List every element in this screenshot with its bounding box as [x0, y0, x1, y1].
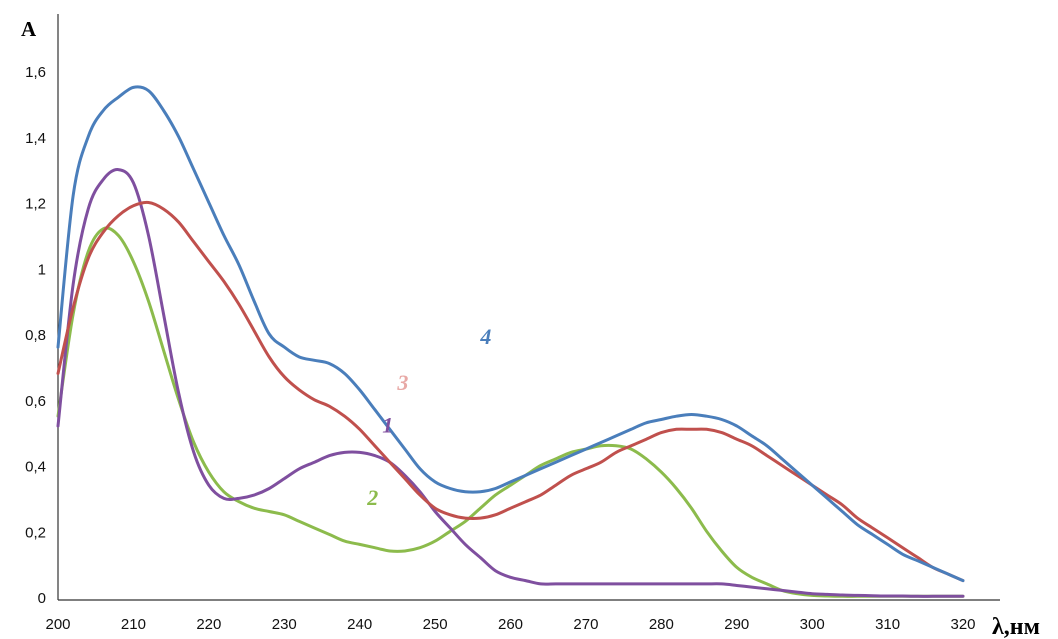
y-tick-labels: 0 0,2 0,4 0,6 0,8 1 1,2 1,4 1,6: [25, 64, 46, 607]
x-axis-title: λ,нм: [992, 614, 1040, 639]
y-tick-label: 0,2: [25, 524, 46, 541]
y-tick-label: 1,6: [25, 64, 46, 81]
y-axis-title: A: [21, 17, 37, 41]
x-tick-label: 200: [45, 616, 70, 633]
y-tick-label: 1: [38, 261, 46, 278]
x-tick-label: 210: [121, 616, 146, 633]
x-tick-labels: 200 210 220 230 240 250 260 270 280 290 300 310 320: [45, 616, 975, 633]
x-tick-label: 250: [423, 616, 448, 633]
series-line-4: [56, 85, 965, 583]
curve-label-3: 3: [396, 370, 408, 395]
series-lines: [56, 85, 965, 598]
x-tick-label: 290: [724, 616, 749, 633]
y-tick-label: 0,8: [25, 327, 46, 344]
curve-labels: 1 2 3 4: [366, 324, 491, 510]
x-tick-label: 260: [498, 616, 523, 633]
x-tick-label: 270: [573, 616, 598, 633]
curve-label-2: 2: [366, 485, 378, 510]
y-tick-label: 0,4: [25, 459, 46, 476]
x-tick-label: 230: [272, 616, 297, 633]
y-tick-label: 1,4: [25, 130, 46, 147]
curve-label-4: 4: [479, 324, 491, 349]
series-line-1: [56, 168, 965, 598]
x-tick-label: 220: [196, 616, 221, 633]
y-tick-label: 0: [38, 590, 46, 607]
x-tick-label: 320: [950, 616, 975, 633]
series-line-3: [56, 200, 965, 583]
y-tick-label: 1,2: [25, 196, 46, 213]
curve-label-1: 1: [382, 413, 393, 438]
x-tick-label: 300: [800, 616, 825, 633]
y-tick-label: 0,6: [25, 393, 46, 410]
x-tick-label: 280: [649, 616, 674, 633]
x-tick-label: 310: [875, 616, 900, 633]
x-tick-label: 240: [347, 616, 372, 633]
series-line-2: [56, 226, 965, 598]
